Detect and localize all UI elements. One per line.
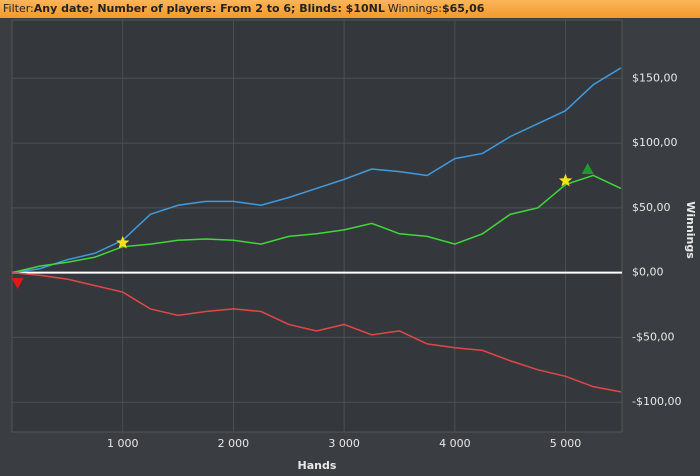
y-tick-label: $0,00 — [632, 266, 664, 279]
plot-area — [11, 19, 623, 433]
series-line — [11, 174, 622, 274]
x-axis-title: Hands — [298, 459, 337, 472]
series-line — [11, 67, 622, 274]
x-tick-label: 1 000 — [107, 437, 139, 450]
marker — [581, 162, 594, 174]
winnings-label: Winnings: — [387, 2, 442, 15]
y-tick-label: -$50,00 — [632, 330, 674, 343]
y-tick-label: $50,00 — [632, 201, 671, 214]
x-tick-label: 4 000 — [439, 437, 471, 450]
filter-value: Any date; Number of players: From 2 to 6… — [33, 2, 385, 15]
x-tick-label: 3 000 — [328, 437, 360, 450]
marker — [11, 278, 24, 290]
y-axis-title: Winnings — [684, 201, 697, 259]
marker — [116, 235, 130, 249]
x-tick-label: 5 000 — [550, 437, 582, 450]
y-tick-label: $150,00 — [632, 71, 678, 84]
winnings-value: $65,06 — [441, 2, 485, 15]
filter-label: Filter: — [3, 2, 34, 15]
y-tick-label: $100,00 — [632, 136, 678, 149]
series-line — [11, 271, 622, 393]
filter-bar: Filter:Any date; Number of players: From… — [0, 0, 700, 18]
y-tick-label: -$100,00 — [632, 395, 681, 408]
marker — [558, 173, 573, 187]
x-tick-label: 2 000 — [218, 437, 250, 450]
